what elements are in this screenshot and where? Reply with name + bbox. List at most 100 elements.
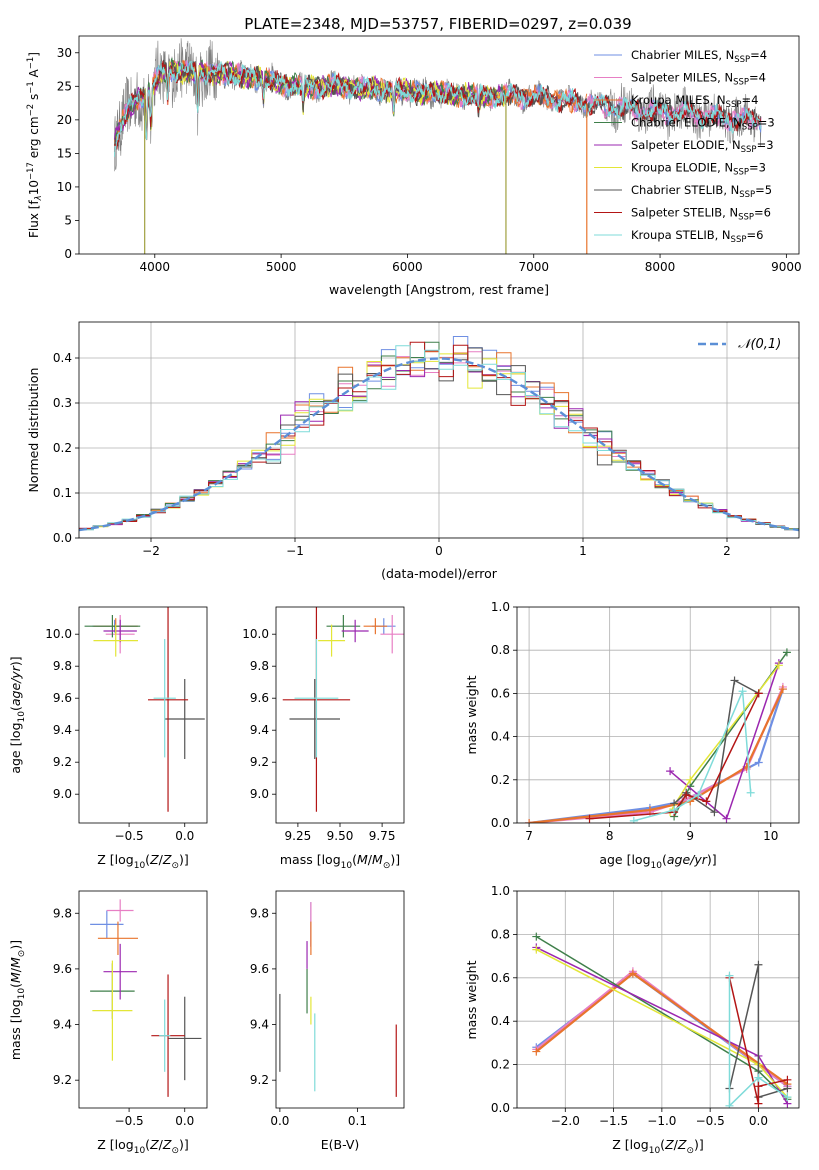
y-axis-label: mass [log10(M/M⊙)] bbox=[8, 940, 27, 1060]
label-part: ( bbox=[145, 1137, 150, 1152]
legend-sub: SSP bbox=[733, 78, 749, 88]
label-part: M bbox=[357, 852, 368, 867]
legend-entry: 𝒩(0,1) bbox=[738, 337, 781, 352]
legend-sub: SSP bbox=[731, 235, 747, 245]
series-line-7 bbox=[728, 977, 788, 1104]
y-axis-label: mass weight bbox=[464, 675, 479, 754]
label-part: age [log bbox=[599, 852, 650, 867]
series-marker bbox=[754, 1082, 763, 1091]
label-part: Z [log bbox=[97, 1137, 133, 1152]
y-tick-label: 0.2 bbox=[491, 1058, 510, 1072]
series-marker bbox=[694, 790, 703, 799]
label-part: age [log bbox=[8, 722, 23, 773]
y-tick-label: 0.4 bbox=[491, 1014, 510, 1028]
label-part: ⊙ bbox=[17, 950, 27, 958]
y-axis-label: age [log10(age/yr)] bbox=[8, 656, 27, 773]
legend-text: Chabrier MILES, N bbox=[631, 48, 734, 62]
axes-mass_vs_Z: −0.5 0.09.29.49.69.8Z [log10(Z/Z⊙)]mass [… bbox=[8, 890, 208, 1156]
x-tick-label: 8 bbox=[606, 829, 614, 843]
x-tick-label: 9000 bbox=[771, 260, 802, 274]
y-tick-label: 30 bbox=[57, 46, 72, 60]
y-tick-label: 10.0 bbox=[45, 627, 72, 641]
x-tick-label: 0.1 bbox=[348, 1114, 367, 1128]
label-part: ⊙ bbox=[171, 861, 179, 871]
legend-sub: SSP bbox=[726, 100, 742, 110]
model-spectrum-4 bbox=[113, 61, 507, 140]
legend-text: Kroupa MILES, N bbox=[631, 93, 726, 107]
x-tick-label: 6000 bbox=[392, 260, 423, 274]
series-marker bbox=[532, 932, 541, 941]
series-marker bbox=[532, 945, 541, 954]
label-part: mass [log bbox=[280, 852, 341, 867]
label-part: Z bbox=[149, 1137, 159, 1152]
label-part: −17 bbox=[26, 162, 36, 180]
label-part: Z bbox=[677, 1137, 687, 1152]
label-part: )] bbox=[8, 940, 23, 950]
y-tick-label: 9.2 bbox=[53, 1073, 72, 1087]
x-tick-label: 9.50 bbox=[327, 829, 354, 843]
axes-frame bbox=[275, 606, 405, 824]
y-tick-label: 9.6 bbox=[250, 691, 269, 705]
axes-frame bbox=[78, 35, 800, 255]
legend-entry: Kroupa MILES, NSSP=4 bbox=[631, 93, 758, 110]
legend-text: Kroupa ELODIE, N bbox=[631, 161, 733, 175]
label-part: )] bbox=[694, 1137, 704, 1152]
y-tick-label: 9.8 bbox=[250, 906, 269, 920]
y-tick-label: 0.6 bbox=[491, 971, 510, 985]
series-marker bbox=[754, 689, 763, 698]
y-tick-label: 25 bbox=[57, 79, 72, 93]
y-tick-label: 9.8 bbox=[53, 906, 72, 920]
label-part: Z bbox=[664, 1137, 674, 1152]
x-axis-label: E(B-V) bbox=[321, 1137, 360, 1152]
y-tick-label: 0.2 bbox=[491, 773, 510, 787]
legend-tail: =5 bbox=[755, 183, 772, 197]
x-tick-label: −1.0 bbox=[647, 1114, 676, 1128]
legend: 𝒩(0,1) bbox=[698, 337, 781, 352]
y-tick-label: 0.8 bbox=[491, 927, 510, 941]
label-part: 10 bbox=[17, 711, 27, 723]
histogram-8 bbox=[79, 345, 799, 531]
legend-entry: Salpeter MILES, NSSP=4 bbox=[631, 71, 766, 88]
series-marker bbox=[783, 1093, 792, 1102]
y-tick-label: 0 bbox=[64, 247, 72, 261]
legend-tail: =3 bbox=[757, 138, 774, 152]
legend-sub: SSP bbox=[738, 213, 754, 223]
y-tick-label: 9.0 bbox=[53, 787, 72, 801]
y-tick-label: 9.4 bbox=[250, 723, 269, 737]
y-tick-label: 5 bbox=[64, 213, 72, 227]
axes-frame bbox=[275, 890, 405, 1109]
x-tick-label: 2 bbox=[723, 544, 731, 558]
y-tick-label: 9.2 bbox=[250, 755, 269, 769]
series-marker bbox=[722, 814, 731, 823]
x-axis-label: Z [log10(Z/Z⊙)] bbox=[97, 852, 189, 871]
label-part: / bbox=[674, 1137, 679, 1152]
label-part: ] bbox=[27, 52, 41, 57]
y-axis-label: mass weight bbox=[464, 960, 479, 1039]
label-part: / bbox=[159, 1137, 164, 1152]
legend-entry: Kroupa STELIB, NSSP=6 bbox=[631, 228, 763, 245]
legend-sub: SSP bbox=[741, 145, 757, 155]
plot-area bbox=[84, 607, 205, 812]
legend-sub: SSP bbox=[734, 55, 750, 65]
x-tick-label: 9 bbox=[686, 829, 694, 843]
x-tick-label: 0.0 bbox=[175, 1114, 194, 1128]
y-tick-label: 9.4 bbox=[250, 1018, 269, 1032]
axes-frame bbox=[78, 890, 208, 1109]
x-tick-label: 0.0 bbox=[749, 1114, 768, 1128]
plot-area bbox=[90, 899, 202, 1097]
axes-frame bbox=[516, 890, 800, 1109]
x-tick-label: −1.5 bbox=[599, 1114, 628, 1128]
y-tick-label: 0.3 bbox=[53, 396, 72, 410]
legend-text: Salpeter STELIB, N bbox=[631, 206, 738, 220]
axes-mass_vs_EBV: 0.0 0.1 9.2 9.4 9.6 9.8 E(B-V) bbox=[250, 890, 405, 1152]
series-line-6 bbox=[728, 964, 788, 1099]
x-tick-label: 5000 bbox=[266, 260, 297, 274]
plot-area bbox=[517, 607, 799, 823]
series-marker bbox=[629, 816, 638, 823]
label-part: −2 bbox=[26, 104, 36, 117]
axes-frame bbox=[78, 606, 208, 824]
y-tick-label: 9.0 bbox=[250, 787, 269, 801]
label-part: ( bbox=[8, 706, 23, 711]
legend-entry: Salpeter STELIB, NSSP=6 bbox=[631, 206, 771, 223]
